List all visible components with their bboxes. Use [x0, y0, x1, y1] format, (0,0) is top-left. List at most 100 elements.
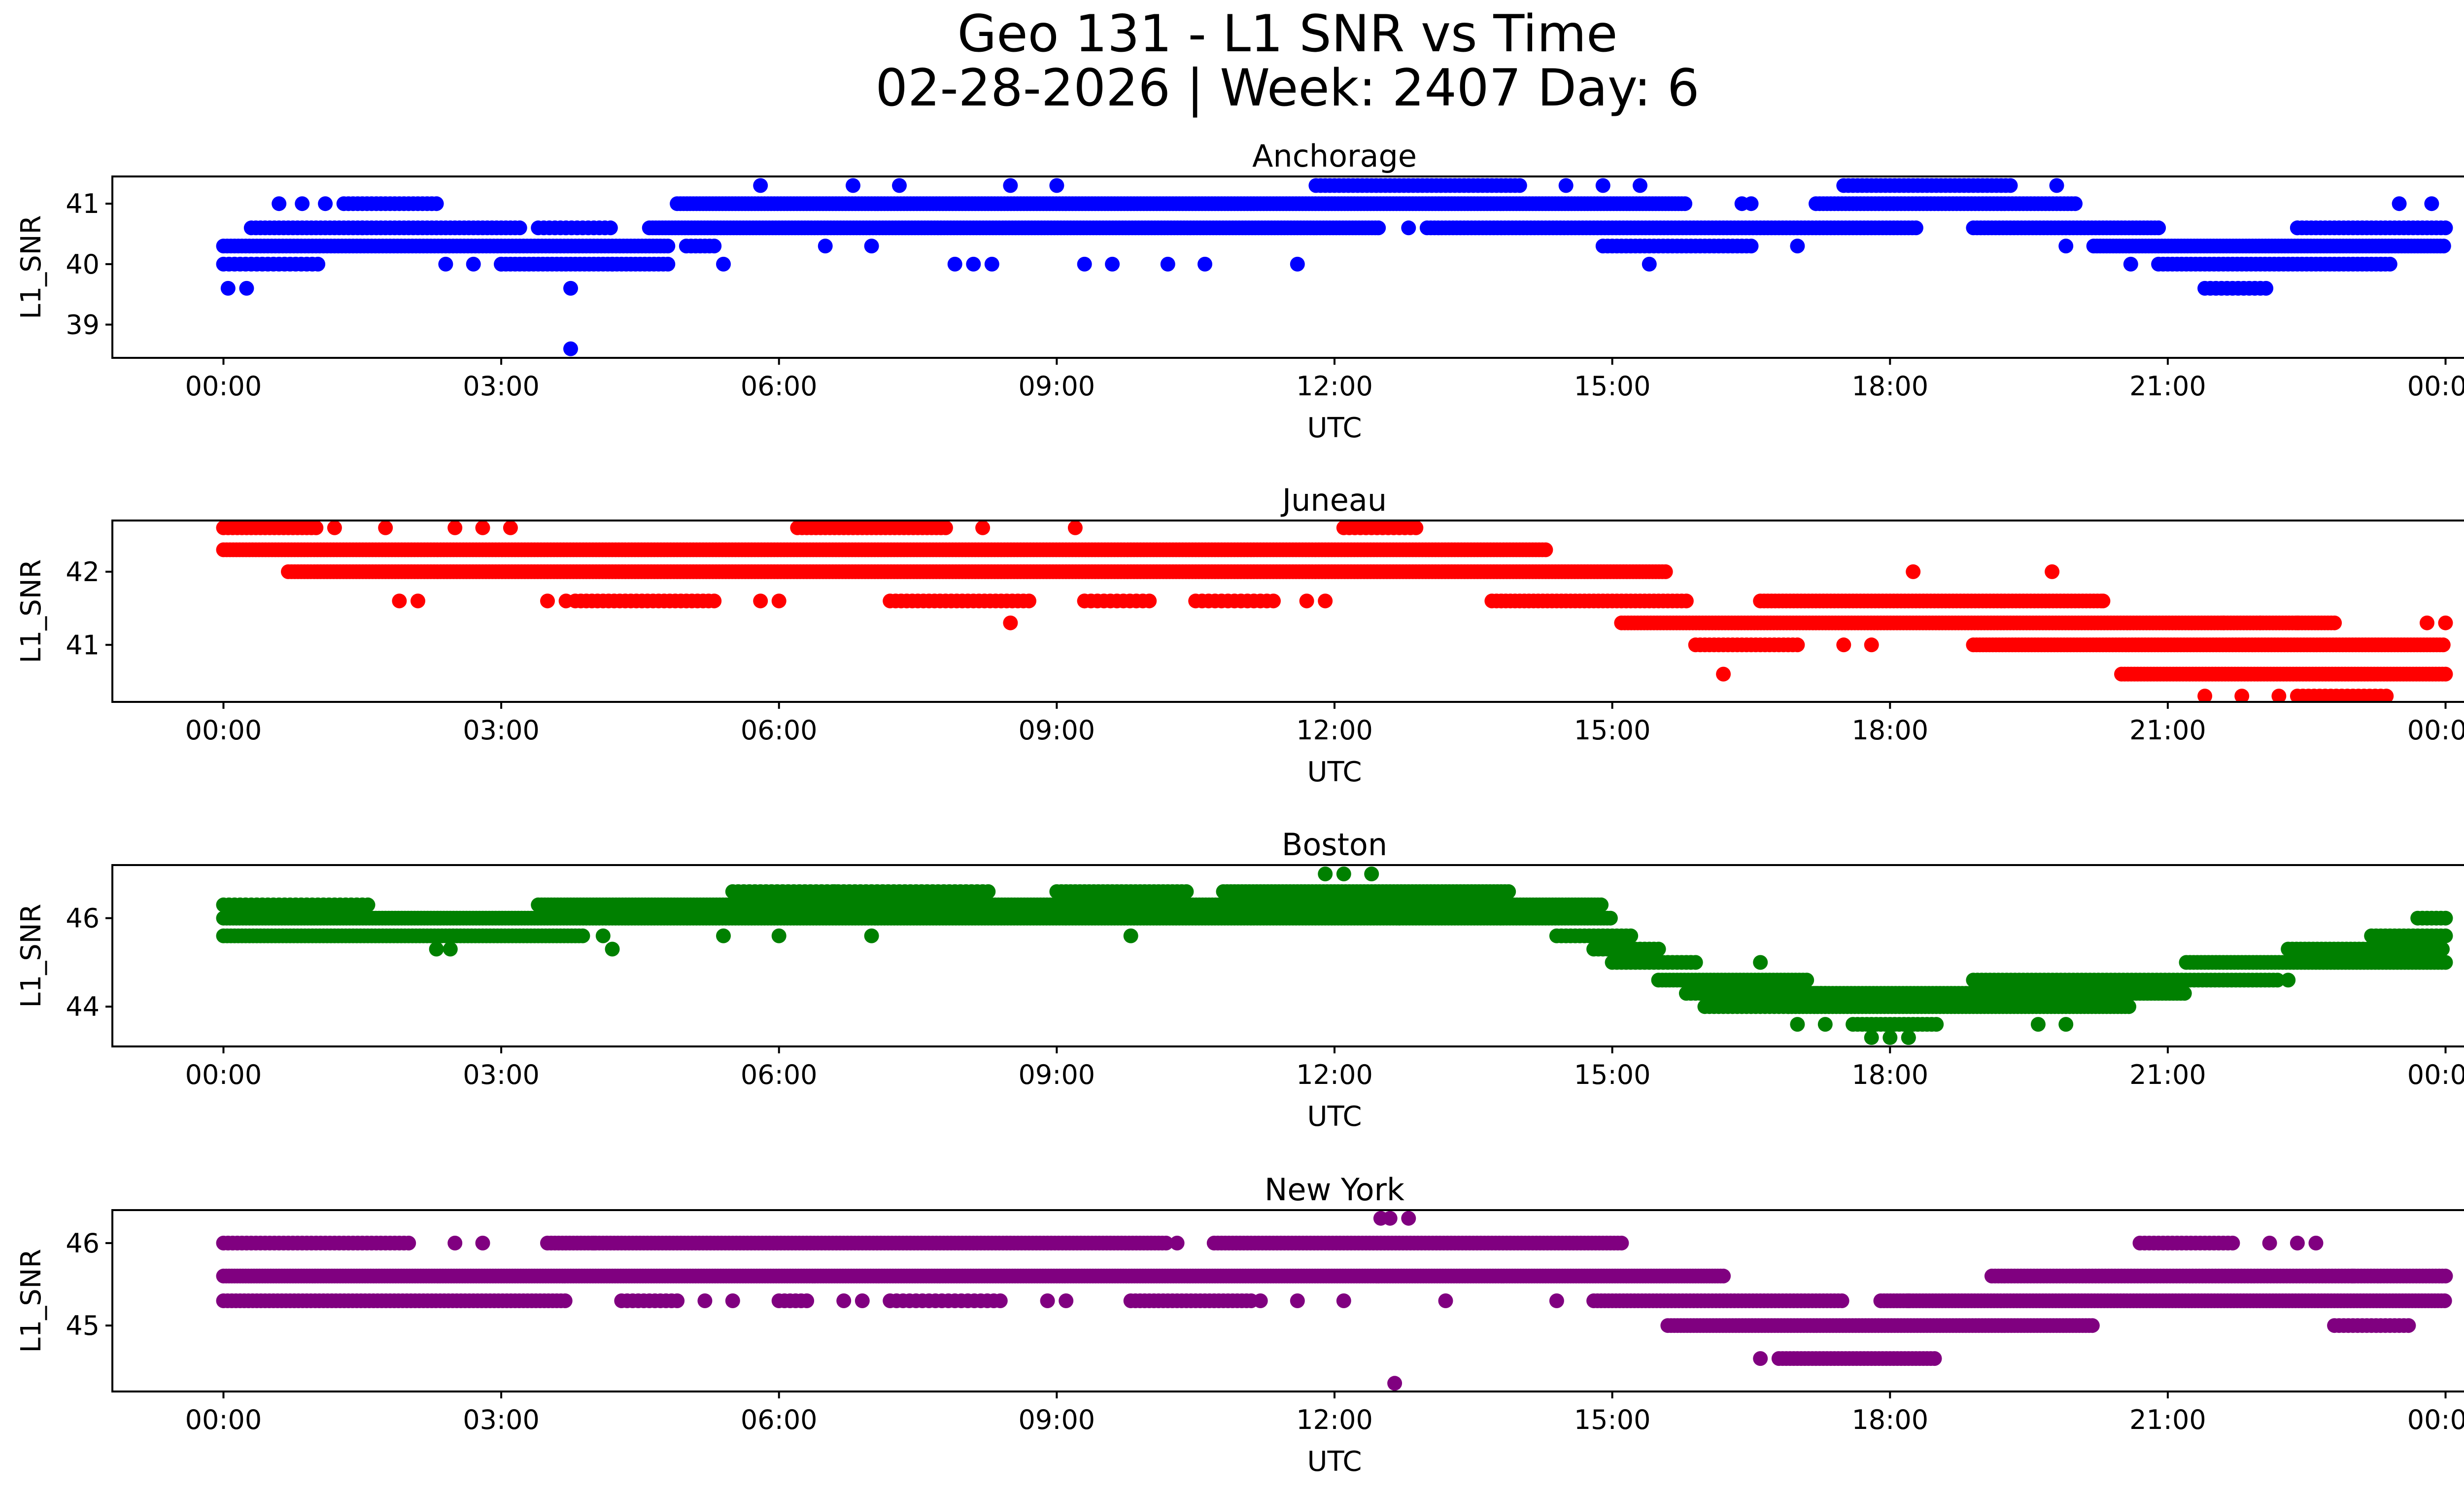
figure-title-line-1: Geo 131 - L1 SNR vs Time [957, 4, 1618, 64]
data-point [707, 239, 722, 254]
data-point [2436, 239, 2451, 254]
data-point [1123, 928, 1138, 943]
data-point [2003, 178, 2018, 193]
data-point [2177, 986, 2192, 1001]
x-tick-label: 00:00 [2407, 1059, 2464, 1090]
data-point [1501, 884, 1516, 899]
data-point [558, 593, 574, 609]
data-point [1003, 178, 1018, 193]
data-point [2438, 928, 2453, 943]
x-tick-label: 15:00 [1574, 371, 1651, 402]
data-point [1067, 521, 1083, 535]
y-tick-label: 39 [66, 310, 100, 341]
data-point [1336, 867, 1351, 881]
data-point [846, 178, 860, 193]
data-point [466, 256, 481, 272]
data-point [1799, 973, 1814, 988]
x-tick-label: 12:00 [1296, 371, 1373, 402]
x-tick-label: 00:00 [185, 715, 262, 746]
data-point [716, 256, 731, 272]
data-point [392, 593, 407, 609]
data-point [1908, 220, 1923, 236]
data-point [563, 280, 578, 296]
data-point [443, 941, 458, 957]
x-tick-label: 03:00 [463, 371, 540, 402]
x-tick-label: 18:00 [1851, 1059, 1928, 1090]
data-point [771, 593, 787, 609]
data-point [966, 256, 981, 272]
y-tick-label: 46 [66, 903, 100, 934]
data-point [716, 928, 731, 943]
data-point [429, 196, 444, 211]
data-point [1160, 256, 1175, 272]
x-tick-label: 03:00 [463, 1059, 540, 1090]
data-point [318, 196, 333, 211]
y-axis-label: L1_SNR [15, 904, 47, 1008]
x-tick-label: 12:00 [1296, 715, 1373, 746]
y-tick-label: 42 [66, 556, 100, 588]
data-point [2030, 1017, 2046, 1032]
data-point [975, 521, 991, 535]
y-tick-label: 41 [66, 188, 100, 219]
data-point [1290, 256, 1305, 272]
data-point [1318, 867, 1333, 881]
x-tick-label: 06:00 [741, 371, 818, 402]
x-tick-label: 15:00 [1574, 1059, 1651, 1090]
data-point [603, 220, 618, 236]
data-point [1790, 1017, 1805, 1032]
data-point [1744, 196, 1759, 211]
x-tick-label: 18:00 [1851, 715, 1928, 746]
data-points-juneau [216, 521, 2453, 702]
x-tick-label: 00:00 [2407, 371, 2464, 402]
data-point [2438, 955, 2453, 970]
data-point [494, 256, 509, 272]
x-tick-label: 12:00 [1296, 1059, 1373, 1090]
data-point [1594, 897, 1609, 912]
data-point [2068, 196, 2083, 211]
data-point [272, 196, 287, 211]
data-point [1318, 593, 1333, 609]
data-point [1864, 1030, 1879, 1045]
data-point [1022, 593, 1036, 609]
data-point [2270, 973, 2285, 988]
data-point [1744, 239, 1759, 254]
data-point [2123, 256, 2138, 272]
data-point [1392, 910, 1407, 926]
data-point [1688, 955, 1703, 970]
data-point [1266, 593, 1281, 609]
data-point [475, 521, 490, 535]
data-point [1003, 615, 1018, 630]
data-point [605, 256, 620, 272]
data-point [753, 593, 768, 609]
data-point [984, 256, 999, 272]
data-point [2216, 615, 2231, 630]
figure-title-line-2: 02-28-2026 | Week: 2407 Day: 6 [875, 59, 1700, 118]
data-point [1364, 867, 1379, 881]
data-point [1179, 884, 1194, 899]
data-point [575, 928, 590, 943]
y-tick-label: 44 [66, 991, 100, 1022]
y-axis-label: L1_SNR [15, 215, 47, 319]
data-point [1401, 220, 1416, 236]
data-point [981, 884, 996, 899]
data-point [2058, 1017, 2074, 1032]
data-point [947, 256, 962, 272]
data-point [2435, 637, 2451, 653]
x-tick-label: 18:00 [1851, 371, 1928, 402]
data-point [563, 341, 578, 356]
x-tick-label: 15:00 [1574, 715, 1651, 746]
data-point [1299, 593, 1314, 609]
x-tick-label: 09:00 [1019, 715, 1095, 746]
subplot-title: Anchorage [1252, 138, 1417, 174]
data-point [503, 521, 518, 535]
data-point [2259, 280, 2274, 296]
data-point [512, 220, 527, 236]
data-point [2438, 615, 2453, 630]
x-axis-label: UTC [1307, 1101, 1362, 1133]
data-point [1558, 178, 1574, 193]
data-point [1790, 239, 1805, 254]
